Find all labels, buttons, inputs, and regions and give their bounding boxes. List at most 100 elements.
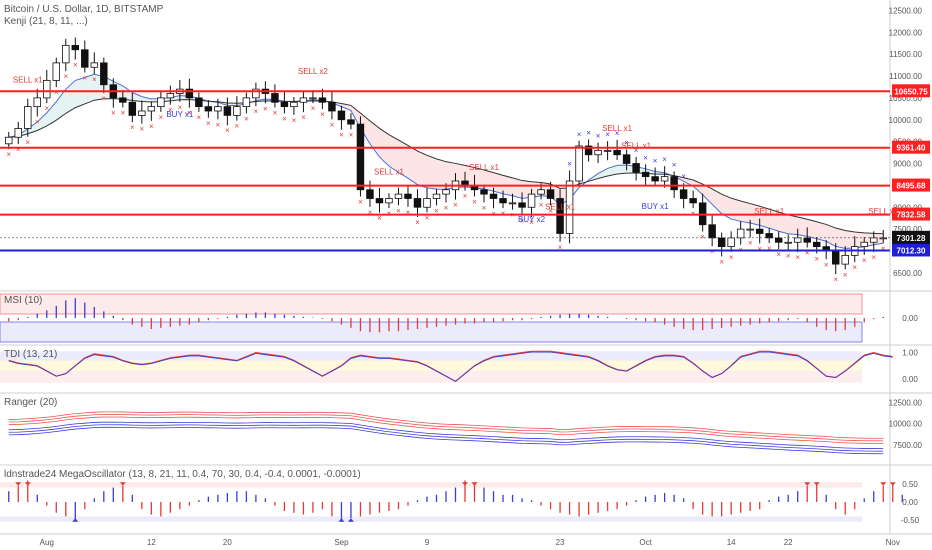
buy-marker: ×	[567, 160, 572, 169]
ranger-line	[8, 411, 884, 439]
candle-body	[841, 254, 849, 265]
sell-marker: ×	[748, 238, 753, 247]
mega-y-tick: -0.50	[901, 516, 920, 525]
candle-body	[290, 101, 298, 108]
signal-label: SELL x2	[298, 67, 328, 76]
buy-marker: ×	[643, 153, 648, 162]
ma-band-fill	[46, 101, 57, 126]
sell-marker: ×	[833, 275, 838, 284]
sell-marker: ×	[197, 113, 202, 122]
indicator-title: Kenji (21, 8, 11, ...)	[4, 16, 88, 27]
signal-label: SELL x1	[621, 141, 651, 150]
last-price-tag	[892, 230, 930, 244]
sell-marker: ×	[282, 114, 287, 123]
ma-band-fill	[731, 198, 741, 222]
ma-band-fill	[360, 113, 370, 144]
candle-body	[508, 202, 517, 205]
candle-body	[233, 106, 241, 116]
candle-body	[584, 145, 593, 156]
ma-band-fill	[797, 216, 808, 237]
candle-body	[43, 79, 51, 99]
sell-marker: ×	[453, 201, 458, 210]
ma-band-fill	[807, 219, 817, 239]
level-tag	[892, 207, 930, 221]
candle-body	[90, 62, 99, 68]
candle-body	[546, 189, 555, 199]
candle-body	[755, 228, 764, 234]
buy-marker: ×	[634, 146, 639, 155]
candle-body	[527, 193, 536, 208]
sell-marker: ×	[82, 74, 87, 83]
candle-body	[52, 62, 61, 81]
candle-body	[33, 97, 41, 108]
signal-label: BUY x1	[642, 202, 670, 211]
buy-marker: ×	[605, 130, 610, 139]
candle-body	[860, 241, 868, 248]
sell-marker: ×	[434, 206, 439, 215]
candle-body	[784, 241, 792, 244]
sell-marker: ×	[254, 107, 259, 116]
candle-body	[223, 106, 232, 116]
ranger-line	[8, 416, 884, 444]
mega-sell-arrow	[804, 482, 811, 486]
candle-body	[793, 237, 802, 243]
candle-body	[765, 233, 773, 239]
candle-body	[480, 189, 488, 195]
candle-body	[556, 198, 564, 234]
ma-band-fill	[598, 168, 608, 179]
sell-marker: ×	[710, 247, 715, 256]
tdi-upper-band	[0, 351, 862, 361]
tdi-y-tick: 0.00	[902, 375, 918, 384]
sell-marker: ×	[178, 103, 183, 112]
last-price-tag-label: 7301.28	[897, 234, 926, 243]
candle-body	[356, 123, 365, 191]
sell-marker: ×	[301, 113, 306, 122]
ma-band-fill	[37, 112, 47, 131]
ma-band-fill	[141, 96, 152, 102]
ma-band-fill	[407, 145, 418, 185]
x-axis-label: 12	[147, 538, 156, 547]
ma-band-fill	[693, 180, 703, 195]
mega-upper-band	[0, 482, 862, 488]
sell-marker: ×	[871, 253, 876, 262]
ma-band-fill	[484, 170, 494, 192]
x-axis-label: Aug	[40, 538, 54, 547]
candle-body	[632, 163, 640, 173]
ranger-y-tick: 7500.00	[893, 441, 922, 450]
msi-upper-band	[0, 293, 863, 315]
level-tag	[892, 84, 930, 98]
mega-sell-arrow	[24, 482, 31, 486]
signal-label: SELL x2	[868, 207, 898, 216]
signal-label: SELL x1	[545, 203, 575, 212]
mega-buy-arrow	[338, 518, 345, 522]
main-y-tick: 9000.00	[893, 160, 922, 169]
candle-body	[831, 250, 840, 265]
candle-body	[309, 97, 317, 100]
sell-marker: ×	[548, 206, 553, 215]
signal-label: SELL x1	[13, 76, 43, 85]
ma-band-fill	[740, 201, 751, 224]
candle-body	[679, 189, 688, 199]
candle-body	[138, 110, 146, 116]
sell-marker: ×	[292, 116, 297, 125]
ma-band-fill	[75, 77, 85, 108]
level-tag-label: 8495.68	[897, 182, 926, 191]
signal-label: BUY x2	[518, 215, 546, 224]
sell-marker: ×	[472, 198, 477, 207]
level-tag-label: 10650.75	[894, 87, 928, 96]
sell-marker: ×	[101, 94, 106, 103]
mega-sell-arrow	[119, 482, 126, 486]
x-axis-label: 9	[425, 538, 430, 547]
sell-marker: ×	[463, 192, 468, 201]
mega-sell-arrow	[15, 482, 22, 486]
sell-marker: ×	[729, 253, 734, 262]
sell-marker: ×	[539, 200, 544, 209]
sell-marker: ×	[206, 119, 211, 128]
candle-body	[717, 237, 726, 248]
candle-body	[166, 93, 175, 99]
main-y-tick: 6500.00	[893, 269, 922, 278]
x-axis-label: 14	[727, 538, 736, 547]
sell-marker: ×	[719, 257, 724, 266]
